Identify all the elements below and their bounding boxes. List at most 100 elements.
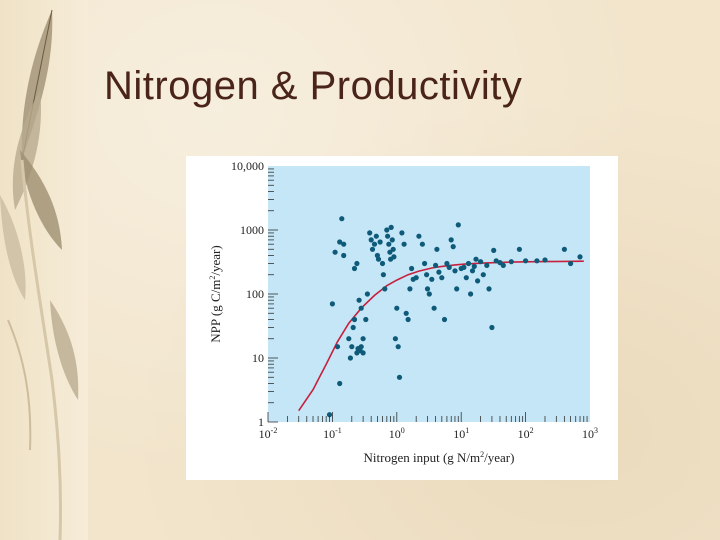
chart-svg: 1 10 100 1000 10,000 10-2 10-1 100 101 102 103 Ni… [208,159,598,465]
data-point [337,239,343,245]
data-point [371,241,378,247]
data-point [439,275,445,281]
data-point [465,260,472,267]
data-point [491,247,497,253]
data-point [364,291,370,297]
data-point [369,246,376,252]
data-point [341,241,347,247]
data-point [473,256,479,262]
data-point [334,344,341,350]
data-point [422,260,428,267]
data-point [350,324,356,331]
data-point [542,257,548,263]
data-point [478,259,484,265]
data-point [568,260,574,267]
data-point [534,258,540,264]
data-point [403,310,409,316]
data-point [486,286,492,292]
data-point [461,264,467,270]
data-point [405,316,411,323]
y-tick-label: 10,000 [231,159,264,173]
data-point [446,264,452,270]
data-point [375,256,382,262]
data-point [346,336,352,342]
data-point [561,246,567,252]
data-point [392,336,398,342]
data-point [339,216,345,222]
x-tick-label: 100 [389,426,405,441]
data-point [484,262,490,268]
y-tick-label: 1 [258,415,264,429]
data-point [382,286,388,292]
data-point [463,275,469,281]
x-tick-label: 101 [453,426,469,441]
data-point [341,252,347,259]
data-point [326,412,333,418]
data-point [332,249,338,255]
fit-curve [298,260,584,412]
data-point [329,301,335,307]
slide-title: Nitrogen & Productivity [104,64,523,108]
chart-figure: 1 10 100 1000 10,000 10-2 10-1 100 101 102 103 Ni… [186,156,618,480]
data-point [379,260,386,267]
data-point [433,262,439,268]
data-point [413,275,419,281]
data-point [389,237,395,243]
data-point [394,305,400,311]
data-point [354,260,360,267]
data-point [424,286,431,292]
y-tick-label: 100 [246,287,264,301]
y-axis-ticks: 1 10 100 1000 10,000 [231,159,278,429]
data-point [416,233,422,239]
data-point [360,336,366,342]
x-tick-label: 10-2 [259,426,278,441]
data-point [426,291,432,297]
data-point [401,241,407,247]
data-point [391,254,397,260]
data-point [358,344,364,350]
data-point [363,316,369,323]
data-point [431,305,437,311]
y-tick-label: 10 [252,351,264,365]
data-point [373,233,379,239]
data-point [384,227,390,233]
data-point [469,268,476,274]
data-point [407,286,413,292]
data-point [388,224,394,230]
data-point [441,316,448,323]
x-tick-label: 10-1 [323,426,342,441]
points-layer [326,216,583,418]
data-point [448,237,454,243]
data-point [429,276,435,282]
data-point [468,291,474,297]
data-point [419,241,425,247]
data-point [386,241,392,247]
data-point [424,272,430,278]
data-point [358,305,364,311]
x-axis-ticks: 10-2 10-1 100 101 102 103 [259,412,598,441]
data-point [489,324,495,331]
data-point [444,260,450,267]
data-point [399,230,405,236]
data-point [454,286,460,292]
x-tick-label: 102 [518,426,534,441]
data-point [360,350,366,356]
data-point [450,244,456,250]
data-point [577,254,583,260]
data-point [452,268,458,274]
data-point [395,344,401,350]
data-point [475,278,481,284]
data-point [471,263,477,269]
data-point [349,344,355,350]
data-point [356,297,362,303]
data-point [500,262,506,268]
data-point [436,269,442,275]
data-point [380,272,386,278]
data-point [385,233,391,239]
data-point [390,246,396,252]
data-point [516,246,522,252]
data-point [367,230,373,236]
data-point [480,272,486,278]
data-point [434,246,440,252]
data-point [396,374,403,380]
